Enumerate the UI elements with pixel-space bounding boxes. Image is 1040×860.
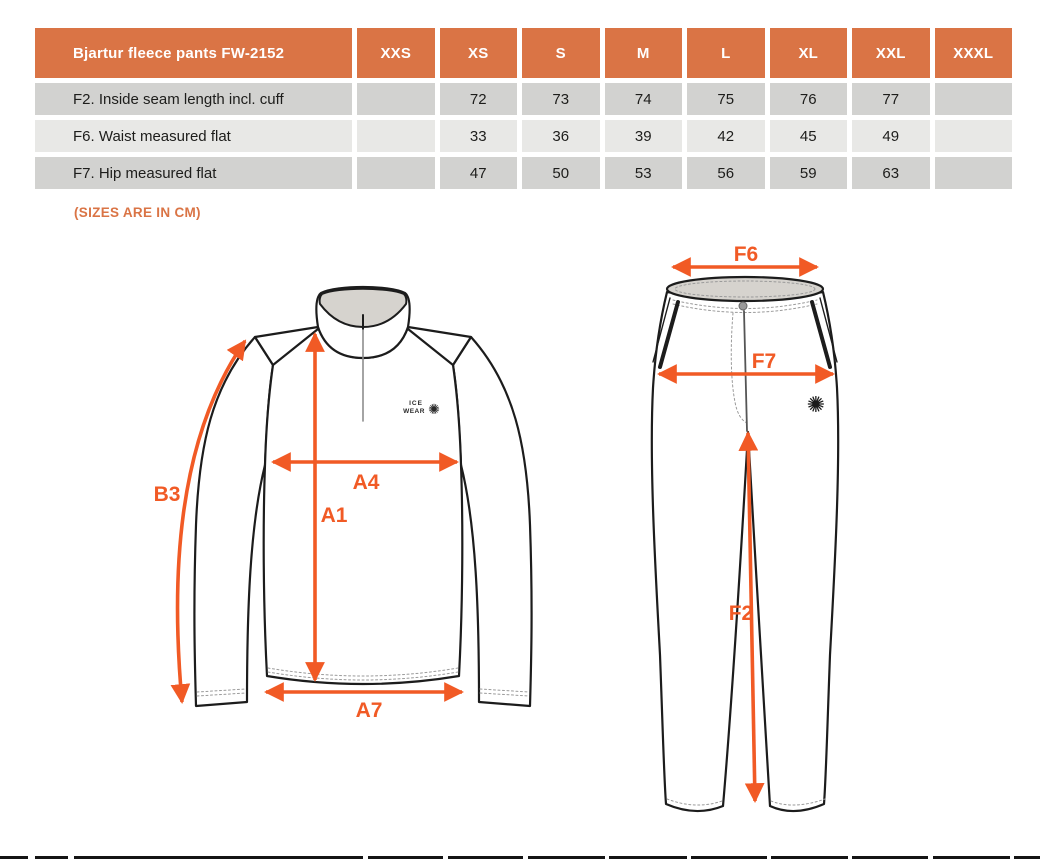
table-border-segment (852, 856, 928, 859)
snowflake-icon: ✺ (428, 402, 440, 418)
measure-label-f2: F2 (729, 602, 754, 625)
pants-pockets (652, 297, 838, 369)
measure-label-f7: F7 (752, 350, 777, 373)
size-header-l: L (687, 28, 765, 78)
size-table: Bjartur fleece pants FW-2152 XXS XS S M … (35, 28, 1012, 189)
fleece-yoke-seam-right (406, 327, 455, 367)
pants-measure-arrows (657, 257, 835, 803)
row-label-f2: F2. Inside seam length incl. cuff (35, 83, 352, 115)
table-border-segment (1014, 856, 1040, 859)
measure-arrow-f2 (738, 431, 765, 803)
fleece-right-sleeve (451, 335, 533, 708)
value-cell: 50 (522, 157, 600, 189)
value-cell: 63 (852, 157, 930, 189)
table-border-segment (0, 856, 28, 859)
value-cell: 47 (439, 157, 517, 189)
table-border-segment (528, 856, 605, 859)
pants-button (738, 301, 748, 311)
size-header-s: S (522, 28, 600, 78)
table-title-cell: Bjartur fleece pants FW-2152 (35, 28, 352, 78)
size-header-xxl: XXL (852, 28, 930, 78)
row-label-f6: F6. Waist measured flat (35, 120, 352, 152)
size-header-m: M (604, 28, 682, 78)
pocket-left-edge (652, 297, 671, 363)
table-border-segment (691, 856, 767, 859)
value-cell: 39 (604, 120, 682, 152)
measure-label-a4: A4 (353, 471, 380, 494)
pants-snowflake-icon: ✺ (807, 393, 825, 418)
value-cell: 73 (522, 83, 600, 115)
value-cell (934, 120, 1012, 152)
pocket-left-trim (658, 300, 680, 369)
fleece-left-sleeve (193, 335, 275, 708)
pocket-right-edge (819, 297, 838, 363)
value-cell: 76 (769, 83, 847, 115)
table-border-segment (771, 856, 848, 859)
value-cell: 36 (522, 120, 600, 152)
value-cell (934, 157, 1012, 189)
table-border-segment (35, 856, 68, 859)
value-cell: 72 (439, 83, 517, 115)
logo-text-ice: ICE (409, 400, 423, 407)
value-cell (357, 157, 435, 189)
row-label-f7: F7. Hip measured flat (35, 157, 352, 189)
fleece-collar-inside (318, 287, 408, 328)
logo-text-wear: WEAR (403, 408, 425, 415)
pants-waist-opening (665, 275, 825, 303)
measure-label-a7: A7 (356, 699, 383, 722)
value-cell (357, 120, 435, 152)
pants-waist-stitch (674, 280, 816, 298)
value-cell: 33 (439, 120, 517, 152)
measure-label-f6: F6 (734, 243, 759, 266)
value-cell: 74 (604, 83, 682, 115)
icewear-chest-logo: ICE WEAR ✺ (403, 400, 440, 418)
value-cell: 56 (687, 157, 765, 189)
value-cell: 75 (687, 83, 765, 115)
size-header-xl: XL (769, 28, 847, 78)
value-cell: 77 (852, 83, 930, 115)
table-border-segment (368, 856, 443, 859)
value-cell: 59 (769, 157, 847, 189)
value-cell: 45 (769, 120, 847, 152)
size-header-xxs: XXS (357, 28, 435, 78)
size-header-xxxl: XXXL (934, 28, 1012, 78)
pocket-right-trim (810, 300, 832, 369)
unit-note: (SIZES ARE IN CM) (74, 205, 201, 220)
pants-diagram: ✺ (650, 275, 840, 813)
measure-label-a1: A1 (321, 504, 348, 527)
fleece-top-diagram: ICE WEAR ✺ (193, 285, 533, 708)
table-border-segment (74, 856, 363, 859)
table-border-segment (609, 856, 687, 859)
value-cell: 42 (687, 120, 765, 152)
value-cell: 49 (852, 120, 930, 152)
value-cell (934, 83, 1012, 115)
measure-arrow-b3 (170, 339, 247, 704)
value-cell (357, 83, 435, 115)
size-header-xs: XS (439, 28, 517, 78)
fleece-measure-arrows (170, 332, 464, 704)
table-border-segment (448, 856, 523, 859)
value-cell: 53 (604, 157, 682, 189)
measure-label-b3: B3 (154, 483, 181, 506)
table-border-segment (933, 856, 1010, 859)
